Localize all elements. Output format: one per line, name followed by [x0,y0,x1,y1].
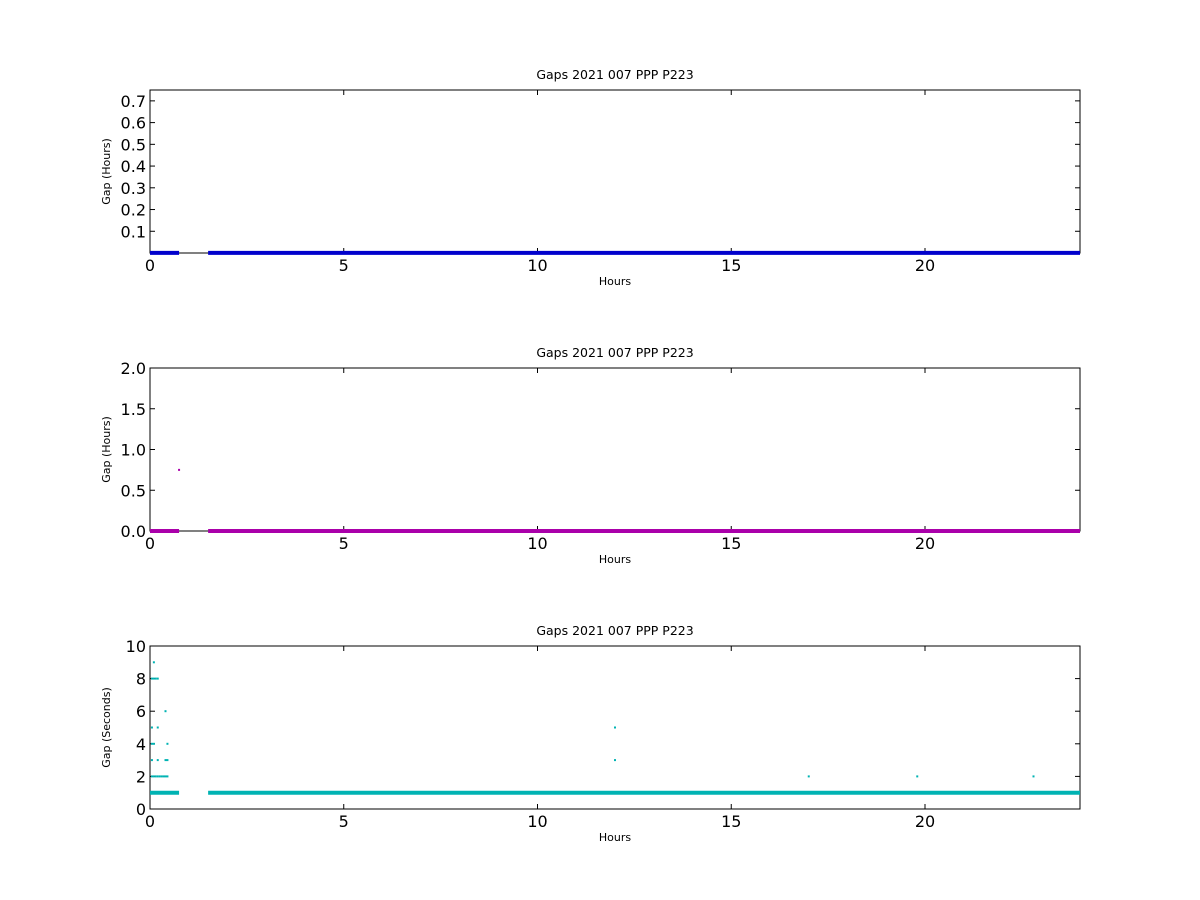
y-tick-label: 0.0 [121,522,146,541]
data-series [150,661,1080,795]
chart-title: Gaps 2021 007 PPP P223 [536,623,693,638]
x-tick-label: 10 [527,256,547,275]
x-tick-label: 15 [721,534,741,553]
data-point [158,775,161,778]
data-point [160,775,163,778]
y-tick-label: 2 [136,767,146,786]
data-point [916,775,919,778]
chart-panel-2: Gaps 2021 007 PPP P223 Hours Gap (Hours) 0 5… [100,345,1081,566]
x-axis-label: Hours [599,831,631,844]
chart-title: Gaps 2021 007 PPP P223 [536,345,693,360]
chart-title: Gaps 2021 007 PPP P223 [536,67,693,82]
data-point [166,742,169,745]
data-point [154,677,157,680]
plot-area-frame [149,367,1081,532]
chart-panel-3: Gaps 2021 007 PPP P223 Hours Gap (Seconds)… [100,623,1081,844]
y-tick-label: 8 [136,670,146,689]
y-tick-label: 0.6 [121,114,146,133]
data-point [156,775,159,778]
data-point [614,759,616,762]
data-point [150,677,153,680]
x-tick-label: 20 [915,256,935,275]
y-axis-label: Gap (Seconds) [100,687,113,768]
data-point [1032,775,1035,778]
x-tick-label: 15 [721,812,741,831]
data-series [150,468,1080,533]
data-point [150,742,153,745]
data-point [162,775,165,778]
y-tick-label: 0.5 [121,135,146,154]
x-tick-label: 20 [915,534,935,553]
x-tick-label: 0 [145,812,155,831]
data-point [614,251,616,254]
data-point [166,759,169,762]
x-tick-label: 10 [527,534,547,553]
x-tick-label: 20 [915,812,935,831]
data-point [164,775,167,778]
plot-area-frame [149,89,1081,254]
y-tick-label: 2.0 [121,359,146,378]
data-point [166,775,169,778]
y-tick-label: 0.5 [121,481,146,500]
data-point [150,726,153,729]
y-tick-label: 0.7 [121,92,146,111]
x-tick-label: 15 [721,256,741,275]
data-point [741,251,744,254]
x-tick-label: 5 [339,256,349,275]
y-tick-label: 0.1 [121,222,146,241]
data-point [154,775,157,778]
x-tick-label: 0 [145,534,155,553]
y-tick-label: 0.4 [121,157,146,176]
data-point [152,775,155,778]
data-point [152,742,155,745]
y-axis-label: Gap (Hours) [100,416,113,483]
chart-panel-1: Gaps 2021 007 PPP P223 Hours Gap (Hours) 0 5… [100,67,1081,288]
data-point [164,710,167,713]
data-series [150,250,1080,255]
data-point [156,759,159,762]
y-tick-label: 1.5 [121,400,146,419]
data-point [152,661,155,664]
y-axis-label: Gap (Hours) [100,138,113,205]
data-point [164,759,167,762]
data-point [614,726,616,729]
y-tick-label: 6 [136,702,146,721]
y-tick-label: 10 [126,637,146,656]
y-tick-label: 0.3 [121,179,146,198]
data-point [150,775,153,778]
data-point [178,468,181,471]
data-point [807,775,810,778]
x-axis-label: Hours [599,275,631,288]
x-tick-label: 0 [145,256,155,275]
x-tick-label: 5 [339,812,349,831]
y-tick-label: 1.0 [121,441,146,460]
data-point [156,726,159,729]
y-tick-label: 4 [136,735,146,754]
data-point [150,759,153,762]
x-tick-label: 10 [527,812,547,831]
data-point [152,677,155,680]
y-tick-label: 0.2 [121,201,146,220]
data-point [156,677,159,680]
x-axis-label: Hours [599,553,631,566]
x-tick-label: 5 [339,534,349,553]
y-tick-label: 0 [136,800,146,819]
